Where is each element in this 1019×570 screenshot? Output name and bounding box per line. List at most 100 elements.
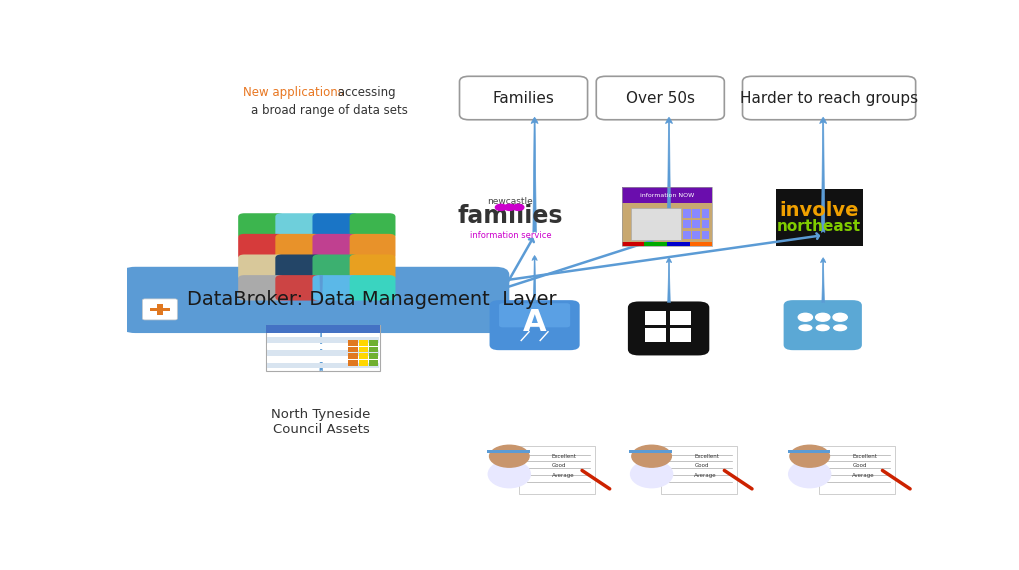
Bar bbox=[266, 325, 380, 333]
Bar bbox=[629, 450, 672, 453]
Circle shape bbox=[789, 445, 828, 467]
Text: Average: Average bbox=[694, 473, 716, 478]
Bar bbox=[348, 347, 358, 352]
Bar bbox=[683, 209, 690, 218]
Text: Good: Good bbox=[694, 463, 708, 468]
Text: North Tyneside
Council Assets: North Tyneside Council Assets bbox=[271, 408, 371, 435]
Bar bbox=[359, 360, 368, 366]
FancyBboxPatch shape bbox=[143, 299, 177, 320]
Bar bbox=[683, 231, 690, 239]
Text: a broad range of data sets: a broad range of data sets bbox=[251, 104, 408, 117]
Bar bbox=[369, 353, 378, 359]
FancyBboxPatch shape bbox=[742, 76, 915, 120]
FancyBboxPatch shape bbox=[275, 213, 321, 239]
Text: Good: Good bbox=[852, 463, 866, 468]
Bar bbox=[669, 311, 691, 325]
FancyBboxPatch shape bbox=[459, 76, 587, 120]
Bar bbox=[369, 340, 378, 345]
Bar bbox=[621, 187, 711, 246]
Bar bbox=[669, 328, 691, 342]
FancyBboxPatch shape bbox=[275, 234, 321, 259]
Ellipse shape bbox=[815, 324, 829, 331]
Bar bbox=[644, 328, 665, 342]
Bar bbox=[519, 446, 594, 494]
Ellipse shape bbox=[788, 460, 830, 488]
Bar bbox=[267, 356, 378, 362]
Bar bbox=[683, 220, 690, 229]
Bar bbox=[359, 340, 368, 345]
Circle shape bbox=[631, 445, 671, 467]
Bar bbox=[266, 325, 380, 371]
Text: Excellent: Excellent bbox=[551, 454, 577, 459]
Text: A: A bbox=[523, 308, 546, 337]
Text: involve: involve bbox=[779, 201, 858, 220]
Text: Over 50s: Over 50s bbox=[626, 91, 694, 105]
FancyBboxPatch shape bbox=[238, 254, 283, 280]
FancyBboxPatch shape bbox=[489, 300, 579, 350]
Ellipse shape bbox=[833, 324, 847, 331]
Bar bbox=[692, 231, 699, 239]
FancyBboxPatch shape bbox=[350, 254, 395, 280]
Circle shape bbox=[503, 204, 515, 210]
Bar bbox=[775, 189, 862, 246]
Text: Families: Families bbox=[492, 91, 554, 105]
Bar bbox=[369, 347, 378, 352]
Bar bbox=[787, 450, 829, 453]
Bar bbox=[369, 360, 378, 366]
FancyBboxPatch shape bbox=[312, 213, 358, 239]
Ellipse shape bbox=[487, 460, 531, 488]
Circle shape bbox=[513, 204, 524, 210]
FancyBboxPatch shape bbox=[121, 267, 508, 333]
Text: Good: Good bbox=[551, 463, 566, 468]
Ellipse shape bbox=[798, 324, 812, 331]
Bar bbox=[359, 353, 368, 359]
Bar bbox=[644, 242, 666, 246]
FancyBboxPatch shape bbox=[596, 76, 723, 120]
Text: Harder to reach groups: Harder to reach groups bbox=[739, 91, 917, 105]
Bar bbox=[644, 311, 665, 325]
Text: information NOW: information NOW bbox=[639, 193, 694, 198]
Bar bbox=[660, 446, 737, 494]
Bar bbox=[666, 242, 689, 246]
Bar bbox=[818, 446, 895, 494]
Bar bbox=[348, 340, 358, 345]
Bar bbox=[267, 344, 378, 349]
Text: northeast: northeast bbox=[776, 219, 860, 234]
Text: Average: Average bbox=[852, 473, 874, 478]
Ellipse shape bbox=[630, 460, 673, 488]
Circle shape bbox=[833, 314, 847, 321]
Text: accessing: accessing bbox=[333, 86, 395, 99]
Bar bbox=[267, 337, 378, 343]
Bar bbox=[689, 242, 712, 246]
FancyBboxPatch shape bbox=[275, 254, 321, 280]
FancyBboxPatch shape bbox=[238, 234, 283, 259]
Bar bbox=[701, 209, 708, 218]
FancyBboxPatch shape bbox=[628, 302, 708, 356]
FancyBboxPatch shape bbox=[238, 275, 283, 300]
FancyBboxPatch shape bbox=[783, 300, 861, 350]
Bar bbox=[692, 209, 699, 218]
Text: Excellent: Excellent bbox=[852, 454, 876, 459]
Bar bbox=[692, 220, 699, 229]
Text: New applications: New applications bbox=[243, 86, 343, 99]
Text: families: families bbox=[458, 205, 562, 229]
FancyBboxPatch shape bbox=[238, 213, 283, 239]
Circle shape bbox=[489, 445, 529, 467]
FancyBboxPatch shape bbox=[312, 234, 358, 259]
Bar bbox=[267, 363, 378, 368]
Text: Average: Average bbox=[551, 473, 574, 478]
FancyBboxPatch shape bbox=[350, 234, 395, 259]
Text: newcastle: newcastle bbox=[487, 197, 533, 206]
Bar bbox=[348, 360, 358, 366]
FancyBboxPatch shape bbox=[312, 275, 358, 300]
Text: DataBroker: Data Management  Layer: DataBroker: Data Management Layer bbox=[186, 291, 556, 310]
FancyBboxPatch shape bbox=[350, 213, 395, 239]
FancyBboxPatch shape bbox=[312, 254, 358, 280]
Text: Excellent: Excellent bbox=[694, 454, 718, 459]
FancyBboxPatch shape bbox=[275, 275, 321, 300]
Bar bbox=[348, 353, 358, 359]
Bar bbox=[471, 189, 557, 246]
Bar bbox=[157, 304, 163, 315]
Bar bbox=[267, 350, 378, 356]
Circle shape bbox=[798, 314, 812, 321]
